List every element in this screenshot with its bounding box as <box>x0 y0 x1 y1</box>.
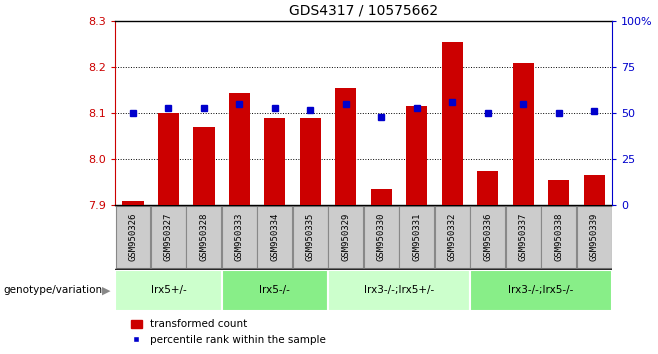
FancyBboxPatch shape <box>186 206 221 268</box>
Text: genotype/variation: genotype/variation <box>3 285 103 295</box>
Bar <box>335 88 357 205</box>
Bar <box>442 42 463 205</box>
FancyBboxPatch shape <box>364 206 399 268</box>
FancyBboxPatch shape <box>328 206 363 268</box>
FancyBboxPatch shape <box>506 206 541 268</box>
Text: GSM950336: GSM950336 <box>483 213 492 261</box>
Title: GDS4317 / 10575662: GDS4317 / 10575662 <box>289 3 438 17</box>
Text: lrx3-/-;lrx5-/-: lrx3-/-;lrx5-/- <box>508 285 574 295</box>
Text: GSM950331: GSM950331 <box>413 213 421 261</box>
FancyBboxPatch shape <box>328 270 470 311</box>
Text: GSM950338: GSM950338 <box>554 213 563 261</box>
Text: GSM950333: GSM950333 <box>235 213 244 261</box>
Text: GSM950332: GSM950332 <box>447 213 457 261</box>
Text: ▶: ▶ <box>102 285 111 295</box>
Bar <box>193 127 215 205</box>
Text: lrx5-/-: lrx5-/- <box>259 285 290 295</box>
Bar <box>299 118 321 205</box>
Text: GSM950330: GSM950330 <box>377 213 386 261</box>
Bar <box>406 107 428 205</box>
Text: GSM950327: GSM950327 <box>164 213 173 261</box>
Text: GSM950334: GSM950334 <box>270 213 280 261</box>
Bar <box>370 189 392 205</box>
Text: lrx3-/-;lrx5+/-: lrx3-/-;lrx5+/- <box>364 285 434 295</box>
FancyBboxPatch shape <box>222 206 257 268</box>
FancyBboxPatch shape <box>542 206 576 268</box>
Text: GSM950337: GSM950337 <box>519 213 528 261</box>
Bar <box>158 113 179 205</box>
Text: GSM950326: GSM950326 <box>128 213 138 261</box>
Text: GSM950329: GSM950329 <box>342 213 350 261</box>
Bar <box>477 171 498 205</box>
Legend: transformed count, percentile rank within the sample: transformed count, percentile rank withi… <box>127 315 330 349</box>
FancyBboxPatch shape <box>257 206 292 268</box>
FancyBboxPatch shape <box>222 270 328 311</box>
FancyBboxPatch shape <box>577 206 611 268</box>
FancyBboxPatch shape <box>116 206 150 268</box>
FancyBboxPatch shape <box>470 270 612 311</box>
Bar <box>513 63 534 205</box>
Text: GSM950335: GSM950335 <box>306 213 315 261</box>
Text: lrx5+/-: lrx5+/- <box>151 285 186 295</box>
FancyBboxPatch shape <box>151 206 186 268</box>
FancyBboxPatch shape <box>470 206 505 268</box>
FancyBboxPatch shape <box>435 206 470 268</box>
Bar <box>584 176 605 205</box>
Bar <box>229 93 250 205</box>
Bar <box>548 180 569 205</box>
FancyBboxPatch shape <box>399 206 434 268</box>
Bar <box>264 118 286 205</box>
FancyBboxPatch shape <box>115 270 222 311</box>
Text: GSM950328: GSM950328 <box>199 213 209 261</box>
Text: GSM950339: GSM950339 <box>590 213 599 261</box>
FancyBboxPatch shape <box>293 206 328 268</box>
Bar <box>122 201 143 205</box>
